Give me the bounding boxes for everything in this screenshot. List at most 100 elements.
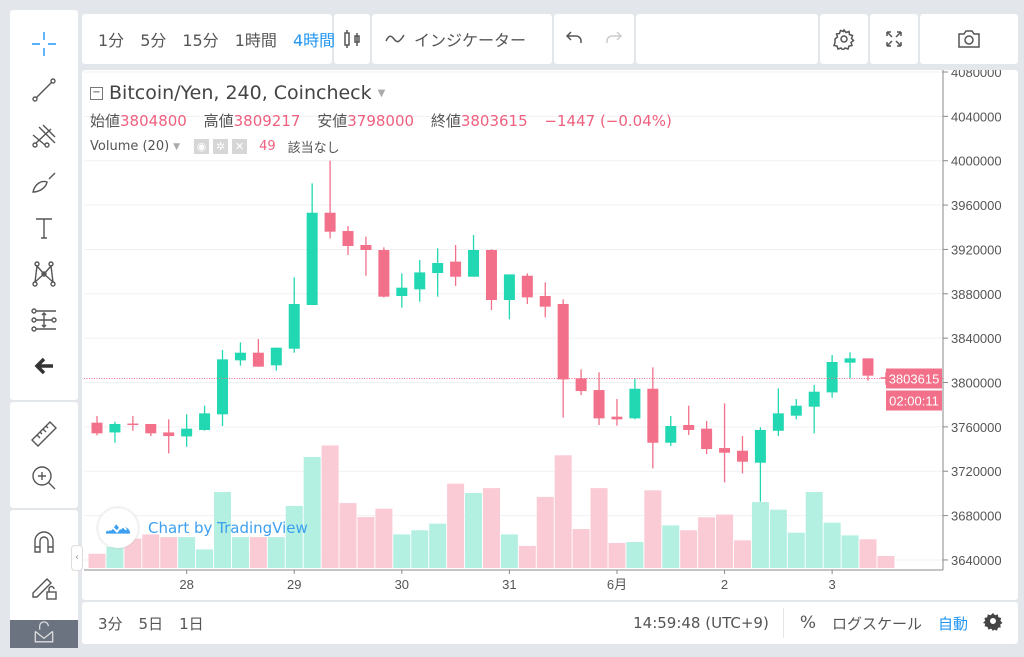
zoom-in-icon [32, 466, 56, 490]
candle-body [719, 448, 731, 453]
volume-bar [88, 553, 106, 568]
measure-group [10, 402, 78, 508]
candle-body [360, 245, 372, 250]
price-axis-label: 4040000 [951, 109, 1002, 124]
candle-body [234, 352, 246, 361]
pitchfork-tool[interactable] [24, 118, 64, 154]
crosshair-icon [32, 32, 56, 56]
symbol-title[interactable]: Bitcoin/Yen, 240, Coincheck [109, 82, 372, 104]
lock-drawings-tool[interactable] [24, 568, 64, 604]
range-1d[interactable]: 1日 [179, 614, 204, 633]
pattern-icon [32, 261, 56, 287]
price-axis-label: 3800000 [951, 376, 1002, 391]
magnet-tool[interactable] [24, 524, 64, 560]
fullscreen-icon [886, 31, 902, 47]
settings-button[interactable] [820, 14, 868, 64]
candle-body [772, 413, 784, 431]
chart-type-button[interactable] [334, 14, 370, 64]
volume-bar [178, 537, 196, 568]
collapse-toolbar-handle[interactable]: ‹ [71, 545, 83, 571]
range-5d[interactable]: 5日 [138, 614, 164, 633]
chart-pane[interactable]: 4080000 4040000 4000000 3960000 3920000 38800… [82, 70, 1018, 600]
candle-body [109, 423, 121, 433]
visibility-eye-icon[interactable]: ◉ [194, 139, 210, 154]
redo-icon [606, 31, 623, 43]
volume-bar [877, 555, 895, 568]
auto-scale-toggle[interactable]: 自動 [937, 614, 968, 633]
redo-button[interactable] [603, 26, 625, 52]
candlestick-chart[interactable]: 4080000 4040000 4000000 3960000 3920000 38800… [82, 70, 1018, 600]
remove-indicator-close-icon[interactable]: ✕ [232, 139, 248, 154]
price-axis-label: 3640000 [951, 553, 1002, 568]
brush-icon [32, 172, 56, 193]
candle-body [252, 352, 264, 367]
candle-body [665, 425, 677, 443]
volume-bar [160, 537, 178, 568]
screenshot-button[interactable] [920, 14, 1018, 64]
log-scale-toggle[interactable]: ログスケール [831, 614, 922, 633]
volume-bar [482, 488, 500, 568]
volume-bar [626, 542, 644, 568]
change-value: −1447 (−0.04%) [544, 112, 672, 130]
hide-toolbar-button[interactable] [24, 348, 64, 384]
interval-15m[interactable]: 15分 [182, 31, 219, 50]
chart-legend: − Bitcoin/Yen, 240, Coincheck ▼ 始値3804800 … [90, 82, 684, 156]
interval-1h[interactable]: 1時間 [234, 31, 277, 50]
candles-icon [344, 30, 360, 48]
volume-bar [196, 549, 214, 568]
brush-tool[interactable] [24, 164, 64, 200]
indicators-button[interactable]: インジケーター [372, 14, 552, 64]
camera-icon [958, 30, 980, 48]
interval-4h[interactable]: 4時間 [292, 31, 336, 50]
volume-bar [823, 522, 841, 568]
trend-line-tool[interactable] [24, 72, 64, 108]
gear-icon [983, 613, 1003, 631]
percent-scale-toggle[interactable]: % [799, 613, 816, 633]
favorites-toggle[interactable] [10, 620, 78, 648]
time-axis-label: 31 [502, 577, 516, 592]
candle-body [683, 424, 695, 430]
countdown-badge [886, 390, 942, 411]
crosshair-tool[interactable] [24, 26, 64, 62]
price-axis-label: 3840000 [951, 331, 1002, 346]
volume-bar [393, 534, 411, 568]
symbol-dropdown-icon[interactable]: ▼ [377, 87, 386, 99]
volume-bar [106, 546, 124, 568]
undo-icon [565, 31, 582, 43]
interval-5m[interactable]: 5分 [140, 31, 167, 50]
pencil-lock-icon [32, 578, 57, 600]
volume-bar [465, 493, 483, 568]
arrow-left-icon [34, 357, 53, 375]
text-tool[interactable] [24, 210, 64, 246]
volume-bar [859, 539, 877, 568]
volume-bar [357, 517, 375, 568]
volume-bar [339, 503, 357, 568]
indicator-gear-icon[interactable]: ✲ [213, 139, 229, 154]
collapse-legend-icon[interactable]: − [90, 86, 103, 100]
chevron-down-icon [34, 621, 54, 643]
volume-dropdown-icon[interactable]: ▼ [173, 141, 181, 152]
time-axis-label: 29 [287, 577, 301, 592]
last-price-badge [886, 368, 942, 389]
scale-settings-button[interactable] [982, 610, 1004, 636]
measure-range-tool[interactable] [24, 302, 64, 338]
undo-button[interactable] [563, 26, 585, 52]
candle-body [432, 262, 444, 274]
pattern-tool[interactable] [24, 256, 64, 292]
interval-group: 1分 5分 15分 1時間 4時間 日 ⌄ [82, 14, 387, 64]
ohlc-values: 始値3804800 高値3809217 安値3798000 終値3803615 … [90, 110, 684, 131]
fullscreen-button[interactable] [870, 14, 918, 64]
clock-timezone[interactable]: 14:59:48 (UTC+9) [633, 608, 784, 638]
candle-body [127, 423, 139, 426]
ruler-tool[interactable] [24, 416, 64, 452]
tradingview-watermark[interactable]: Chart by TradingView [98, 508, 308, 548]
volume-bar [518, 545, 536, 568]
zoom-in-tool[interactable] [24, 460, 64, 496]
candle-body [306, 212, 318, 306]
range-3m[interactable]: 3分 [98, 614, 123, 633]
volume-indicator-title[interactable]: Volume (20) [90, 139, 170, 154]
interval-1m[interactable]: 1分 [98, 31, 125, 50]
volume-bar [429, 523, 447, 568]
candle-body [808, 391, 820, 407]
candle-body [629, 388, 641, 419]
